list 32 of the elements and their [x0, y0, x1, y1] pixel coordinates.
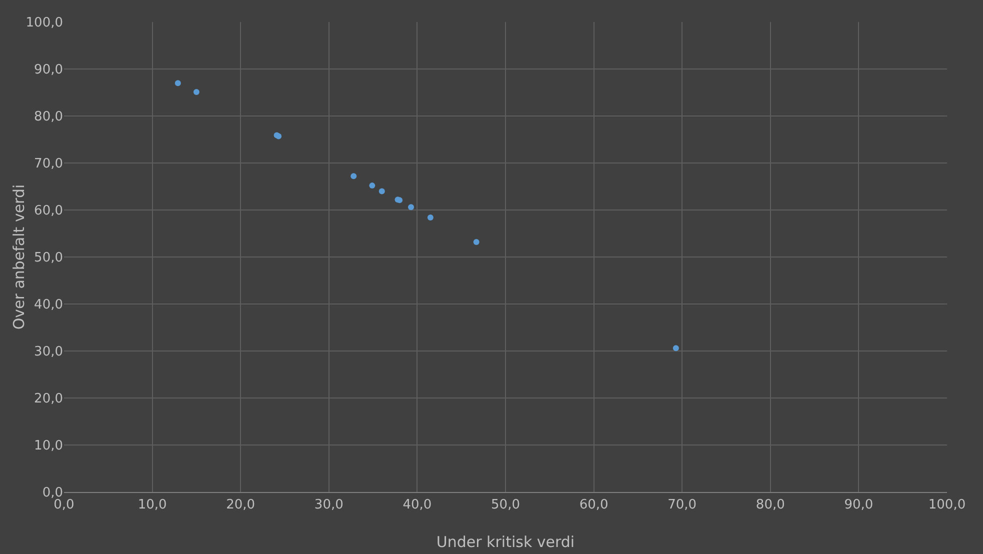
point: [672, 345, 679, 352]
y-axis-title: Over anbefalt verdi: [10, 184, 28, 330]
x-tick-label: 10,0: [138, 498, 167, 513]
y-tick-label: 30,0: [34, 344, 63, 360]
y-tick-label: 60,0: [34, 204, 63, 219]
x-tick-label: 100,0: [928, 498, 966, 513]
point: [378, 188, 385, 194]
point: [427, 214, 434, 221]
x-tick-label: 70,0: [668, 498, 697, 513]
y-tick-label: 70,0: [34, 156, 63, 172]
y-tick-label: 100,0: [26, 16, 63, 31]
point: [473, 238, 480, 245]
y-tick-label: 80,0: [34, 110, 63, 125]
point: [350, 173, 357, 180]
y-tick-label: 20,0: [34, 392, 63, 407]
y-tick-label: 40,0: [34, 298, 63, 313]
y-tick-label: 90,0: [34, 62, 63, 78]
x-tick-label: 0,0: [54, 498, 74, 513]
x-tick-label: 40,0: [402, 498, 432, 513]
point: [408, 204, 414, 210]
y-tick-label: 10,0: [34, 438, 63, 454]
x-tick-label: 80,0: [756, 498, 785, 513]
x-axis-title: Under kritisk verdi: [436, 533, 575, 551]
point: [174, 80, 181, 86]
y-tick-label: 50,0: [34, 250, 63, 266]
x-tick-label: 90,0: [844, 498, 874, 513]
x-tick-label: 50,0: [491, 498, 520, 513]
x-tick-label: 30,0: [314, 498, 344, 513]
point: [193, 89, 200, 96]
point: [369, 182, 376, 189]
x-tick-label: 20,0: [226, 498, 256, 513]
x-tick-label: 60,0: [579, 498, 608, 513]
